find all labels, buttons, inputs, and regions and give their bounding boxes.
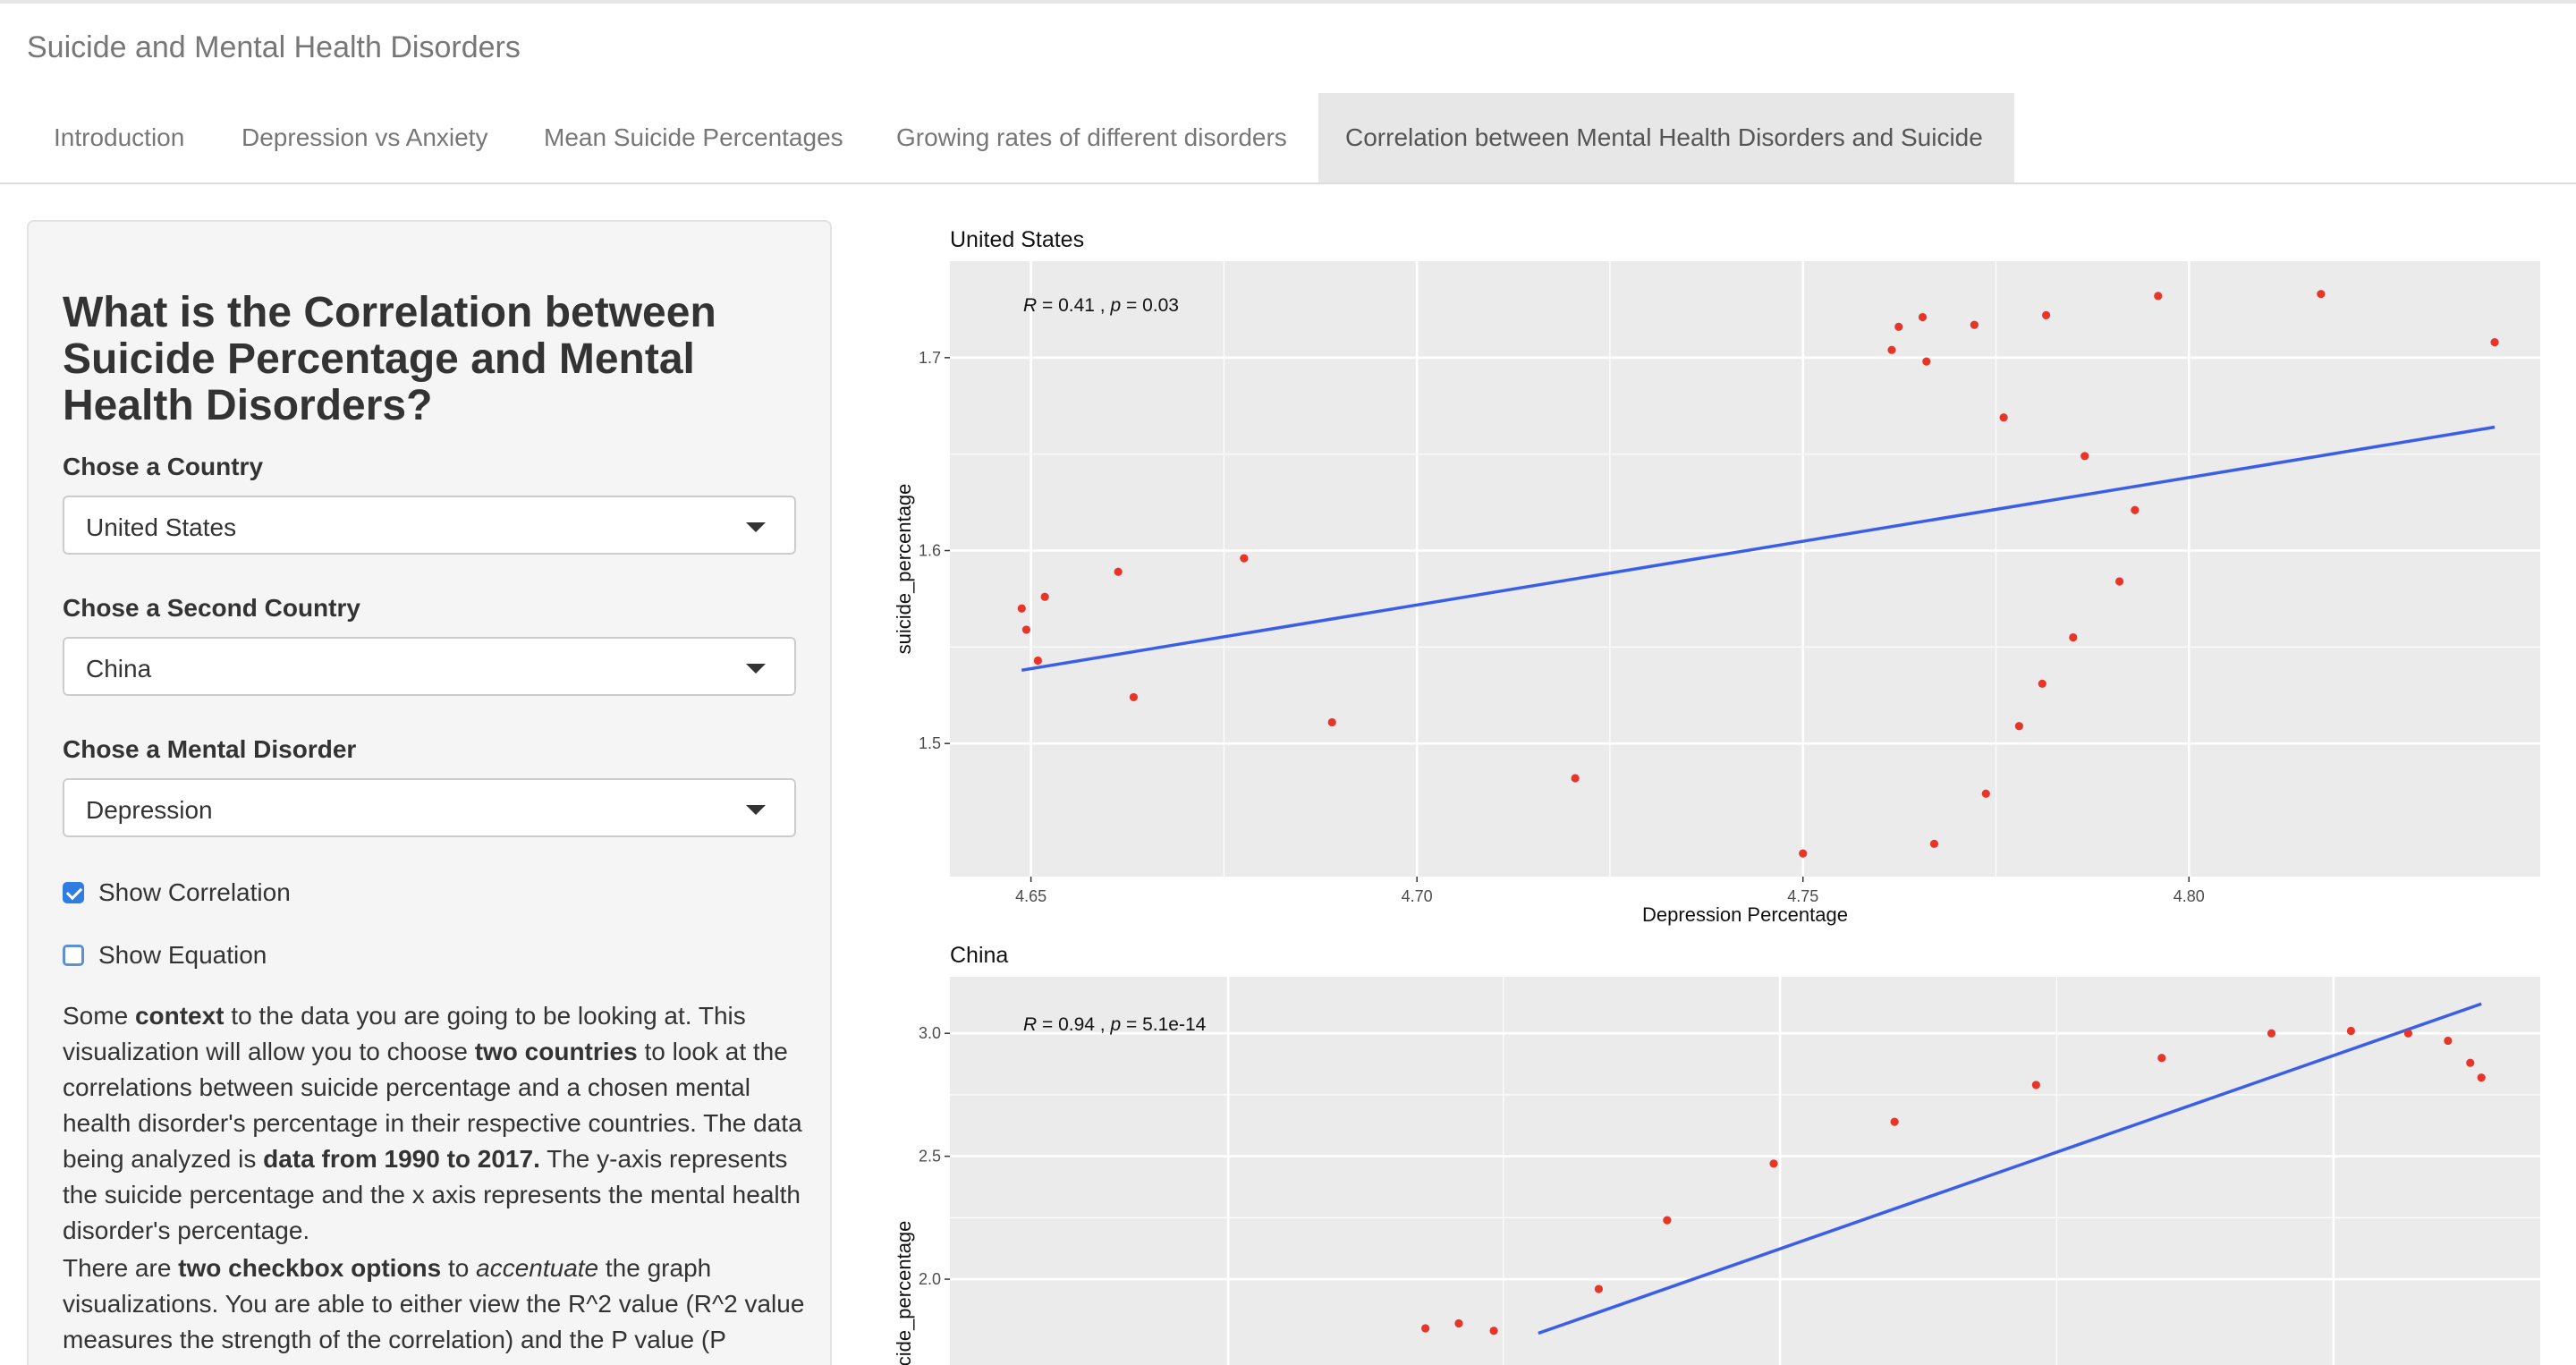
us-data-point bbox=[1040, 592, 1049, 601]
cn-data-point bbox=[1454, 1318, 1463, 1328]
us-data-point bbox=[1021, 625, 1031, 634]
china-correlation-annotation: R = 0.94 , p = 5.1e-14 bbox=[1023, 1014, 1207, 1035]
tab-growing-rates[interactable]: Growing rates of different disorders bbox=[896, 123, 1287, 151]
cn-y-tick-label: 2.0 bbox=[919, 1270, 941, 1288]
cn-data-point bbox=[1890, 1117, 1899, 1126]
sidebar-title: What is the Correlation between Suicide … bbox=[63, 289, 716, 429]
second-country-select-value: China bbox=[86, 655, 152, 682]
us-x-tick-label: 4.65 bbox=[1015, 887, 1046, 905]
cn-data-point bbox=[2267, 1029, 2276, 1038]
us-data-point bbox=[2038, 679, 2046, 688]
china-y-axis-label: suicide_percentage bbox=[894, 1221, 915, 1365]
us-data-point bbox=[1918, 312, 1928, 322]
us-y-tick-label: 1.7 bbox=[919, 349, 941, 367]
us-y-axis-label: suicide_percentage bbox=[894, 484, 915, 655]
show-equation-checkbox[interactable] bbox=[63, 945, 84, 966]
us-data-point bbox=[2080, 452, 2089, 461]
us-data-point bbox=[1033, 656, 1042, 666]
cn-data-point bbox=[2477, 1073, 2486, 1082]
us-data-point bbox=[2154, 292, 2163, 301]
show-correlation-checkbox[interactable] bbox=[63, 882, 84, 903]
cn-data-point bbox=[2466, 1058, 2475, 1067]
us-data-point bbox=[1999, 413, 2008, 422]
cn-data-point bbox=[1421, 1324, 1430, 1333]
cn-data-point bbox=[2157, 1054, 2166, 1063]
us-data-point bbox=[1981, 789, 1990, 798]
china-plot-panel bbox=[950, 977, 2540, 1365]
show-equation-label[interactable]: Show Equation bbox=[98, 941, 267, 969]
us-data-point bbox=[1894, 322, 1903, 331]
cn-data-point bbox=[1769, 1159, 1778, 1168]
us-plot-title: United States bbox=[950, 227, 1084, 252]
us-data-point bbox=[2490, 337, 2499, 347]
cn-y-tick-label: 3.0 bbox=[919, 1024, 941, 1042]
us-y-tick-label: 1.5 bbox=[919, 734, 941, 752]
us-data-point bbox=[1129, 692, 1139, 702]
us-data-point bbox=[1571, 774, 1580, 783]
cn-data-point bbox=[2444, 1036, 2453, 1046]
cn-data-point bbox=[1489, 1327, 1498, 1335]
plots-area: United States 4.65 4.70 4.75 4.80 1.5 1.6 1.7 … bbox=[893, 215, 2558, 1365]
checkbox-info-paragraph: There are two checkbox options to accent… bbox=[63, 1254, 805, 1353]
us-correlation-plot: United States 4.65 4.70 4.75 4.801.51.61.7 … bbox=[893, 227, 2540, 926]
us-x-tick-label: 4.80 bbox=[2174, 887, 2205, 905]
disorder-select-value: Depression bbox=[86, 796, 213, 824]
us-regression-line bbox=[1021, 425, 2496, 672]
chevron-down-icon bbox=[746, 805, 766, 815]
us-data-point bbox=[1114, 567, 1123, 576]
show-correlation-label[interactable]: Show Correlation bbox=[98, 878, 291, 906]
us-correlation-annotation: R = 0.41 , p = 0.03 bbox=[1023, 295, 1179, 316]
us-x-tick-label: 4.70 bbox=[1402, 887, 1433, 905]
tab-mean-suicide-percentages[interactable]: Mean Suicide Percentages bbox=[544, 123, 843, 151]
disorder-select[interactable]: Depression bbox=[63, 778, 796, 837]
country-select-value: United States bbox=[86, 513, 237, 541]
china-correlation-plot: China 2.0 2.5 3.0 R = 0.94 , p = 5.1e-14 s… bbox=[894, 943, 2540, 1365]
cn-y-tick-label: 2.5 bbox=[919, 1148, 941, 1166]
us-data-point bbox=[2014, 722, 2024, 731]
sidebar-panel: What is the Correlation between Suicide … bbox=[27, 220, 832, 1365]
cn-data-point bbox=[2031, 1081, 2040, 1089]
us-data-point bbox=[1240, 554, 1249, 563]
us-data-point bbox=[2069, 632, 2078, 642]
country-label: Chose a Country bbox=[63, 453, 264, 480]
cn-data-point bbox=[2346, 1026, 2356, 1036]
us-data-point bbox=[1929, 839, 1939, 848]
us-data-point bbox=[1327, 717, 1336, 727]
tab-depression-vs-anxiety[interactable]: Depression vs Anxiety bbox=[242, 123, 488, 151]
us-y-tick-label: 1.6 bbox=[919, 542, 941, 560]
top-border bbox=[0, 0, 2576, 4]
us-data-point bbox=[1887, 345, 1896, 354]
tab-bar: Introduction Depression vs Anxiety Mean … bbox=[0, 93, 2576, 184]
disorder-label: Chose a Mental Disorder bbox=[63, 735, 357, 763]
us-data-point bbox=[1970, 320, 1979, 329]
us-data-point bbox=[2131, 505, 2140, 514]
us-data-point bbox=[2115, 577, 2124, 586]
chevron-down-icon bbox=[746, 664, 766, 674]
us-plot-panel bbox=[950, 261, 2540, 877]
context-paragraph: Some context to the data you are going t… bbox=[63, 1002, 802, 1244]
tab-correlation[interactable]: Correlation between Mental Health Disord… bbox=[1318, 93, 2014, 182]
tab-introduction[interactable]: Introduction bbox=[54, 123, 185, 151]
country-select[interactable]: United States bbox=[63, 496, 796, 555]
us-data-point bbox=[1017, 604, 1026, 613]
us-data-point bbox=[2042, 310, 2051, 319]
us-data-point bbox=[2317, 290, 2326, 299]
cn-data-point bbox=[2403, 1029, 2413, 1038]
second-country-label: Chose a Second Country bbox=[63, 594, 360, 622]
app-title: Suicide and Mental Health Disorders bbox=[27, 30, 521, 64]
us-data-point bbox=[1922, 357, 1931, 366]
us-x-tick-label: 4.75 bbox=[1787, 887, 1818, 905]
us-data-point bbox=[1799, 849, 1808, 858]
us-x-axis-label: Depression Percentage bbox=[1642, 903, 1848, 926]
china-regression-line bbox=[1538, 1002, 2482, 1335]
second-country-select[interactable]: China bbox=[63, 637, 796, 696]
china-plot-title: China bbox=[950, 943, 1008, 968]
cn-data-point bbox=[1663, 1216, 1672, 1225]
cn-data-point bbox=[1594, 1284, 1604, 1293]
chevron-down-icon bbox=[746, 522, 766, 532]
